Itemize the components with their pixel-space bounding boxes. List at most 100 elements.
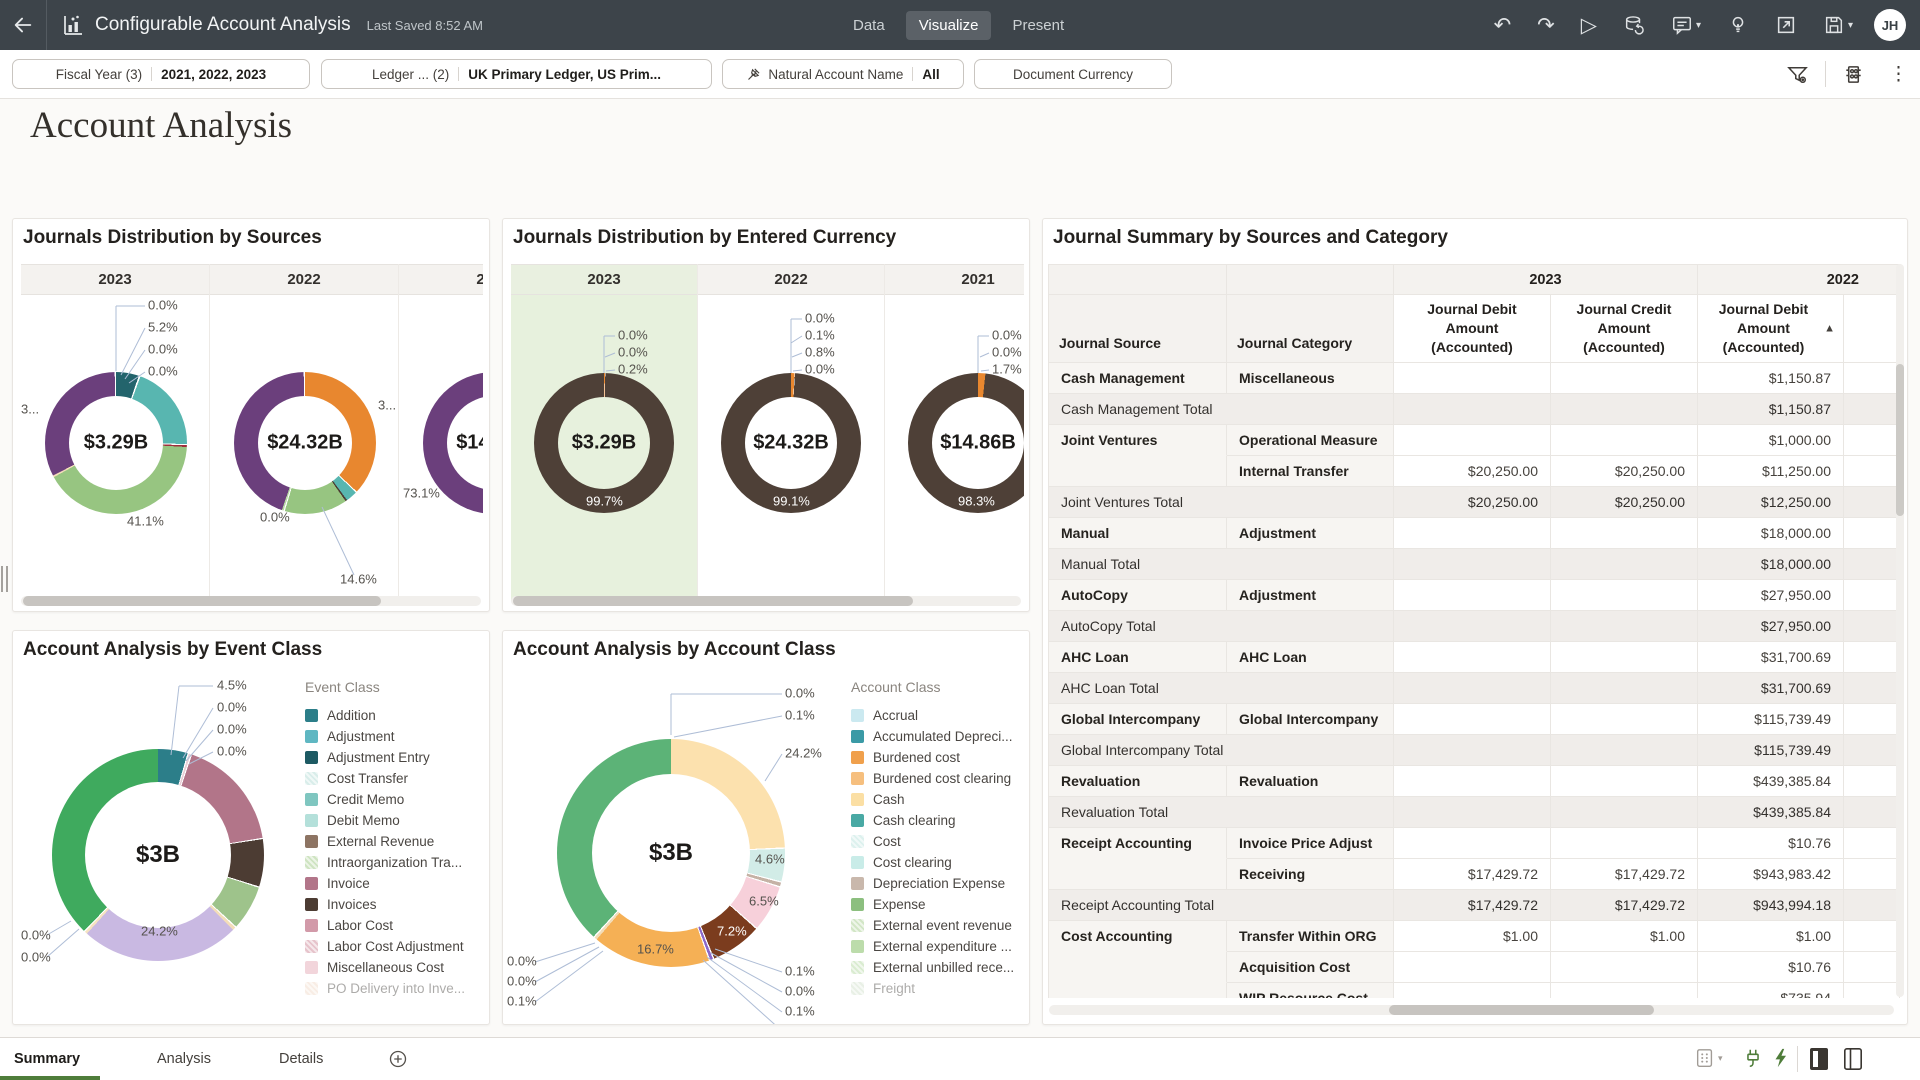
year-header[interactable]: 2023: [511, 264, 697, 295]
scrollbar-thumb[interactable]: [1389, 1005, 1654, 1015]
undo-button[interactable]: ↶: [1493, 13, 1512, 37]
refresh-data-button[interactable]: [1623, 14, 1645, 36]
canvas-tab-details[interactable]: Details: [279, 1051, 324, 1067]
legend-item[interactable]: Credit Memo: [305, 789, 465, 810]
horizontal-scrollbar[interactable]: [511, 596, 1021, 606]
legend-item[interactable]: Intraorganization Tra...: [305, 852, 465, 873]
donut-ring[interactable]: [45, 372, 187, 514]
panel-resize-grip[interactable]: [1, 566, 9, 592]
more-options-kebab[interactable]: ⋮: [1889, 63, 1908, 85]
legend-item[interactable]: Cash: [851, 789, 1014, 810]
table-data-row[interactable]: Cost Accounting Transfer Within ORG $1.00 $…: [1049, 921, 1900, 952]
donut-ring[interactable]: [908, 373, 1024, 513]
table-total-row[interactable]: Cash Management Total $1,150.87: [1049, 394, 1900, 425]
donut-ring[interactable]: [234, 372, 376, 514]
canvas-tab-analysis[interactable]: Analysis: [157, 1051, 211, 1067]
grid-view-caret[interactable]: ▾: [1718, 1053, 1723, 1063]
year-header[interactable]: 2021: [399, 264, 483, 295]
column-header-journal-category[interactable]: Journal Category: [1227, 295, 1394, 363]
legend-item[interactable]: Burdened cost: [851, 747, 1014, 768]
table-data-row[interactable]: Manual Adjustment $18,000.00: [1049, 518, 1900, 549]
legend-item[interactable]: Cost Transfer: [305, 768, 465, 789]
donut-ring[interactable]: [721, 373, 861, 513]
legend-item[interactable]: Invoices: [305, 894, 465, 915]
column-header-debit-2023[interactable]: Journal Debit Amount (Accounted): [1394, 295, 1551, 363]
filter-chip-ledger[interactable]: Ledger ... (2) UK Primary Ledger, US Pri…: [321, 59, 712, 89]
legend-item[interactable]: Freight: [851, 978, 1014, 999]
donut-ring[interactable]: [557, 739, 785, 967]
year-header[interactable]: 2023: [21, 264, 209, 295]
legend-item[interactable]: Addition: [305, 705, 465, 726]
legend-item[interactable]: Adjustment: [305, 726, 465, 747]
filter-chip-fiscal-year[interactable]: Fiscal Year (3) 2021, 2022, 2023: [12, 59, 310, 89]
sort-ascending-icon[interactable]: ▲: [1824, 322, 1835, 335]
legend-item[interactable]: Cost: [851, 831, 1014, 852]
table-total-row[interactable]: Receipt Accounting Total $17,429.72 $17,42…: [1049, 890, 1900, 921]
legend-item[interactable]: External unbilled rece...: [851, 957, 1014, 978]
horizontal-scrollbar[interactable]: [1049, 1005, 1894, 1015]
data-connection-icon[interactable]: [1742, 1047, 1764, 1069]
group-header-2022[interactable]: 2022: [1698, 265, 1900, 295]
table-data-row[interactable]: WIP Resource Cost $735.94: [1049, 983, 1900, 998]
table-data-row[interactable]: AutoCopy Adjustment $27,950.00: [1049, 580, 1900, 611]
layout-panel-right-icon[interactable]: [1842, 1047, 1864, 1071]
legend-item[interactable]: Cash clearing: [851, 810, 1014, 831]
user-avatar[interactable]: JH: [1874, 9, 1906, 41]
canvas-tab-summary[interactable]: Summary: [14, 1051, 81, 1067]
data-controls-icon[interactable]: [1842, 63, 1865, 86]
save-button[interactable]: ▾: [1823, 14, 1853, 36]
legend-item[interactable]: External expenditure ...: [851, 936, 1014, 957]
table-data-row[interactable]: Global Intercompany Global Intercompany $1…: [1049, 704, 1900, 735]
vertical-scrollbar[interactable]: [1896, 264, 1904, 997]
horizontal-scrollbar[interactable]: [21, 596, 481, 606]
comments-button[interactable]: ▾: [1671, 14, 1701, 36]
redo-button[interactable]: ↷: [1537, 13, 1555, 37]
grid-view-icon[interactable]: ▾: [1694, 1047, 1723, 1069]
tab-present[interactable]: Present: [1012, 16, 1065, 34]
comments-dropdown-caret[interactable]: ▾: [1695, 19, 1701, 31]
table-total-row[interactable]: AutoCopy Total $27,950.00: [1049, 611, 1900, 642]
scrollbar-thumb[interactable]: [23, 596, 381, 606]
legend-item[interactable]: External event revenue: [851, 915, 1014, 936]
table-data-row[interactable]: Cash Management Miscellaneous $1,150.87: [1049, 363, 1900, 394]
column-header-debit-2022-sorted[interactable]: Journal Debit Amount (Accounted) ▲: [1698, 295, 1844, 363]
donut-ring[interactable]: [52, 749, 264, 961]
legend-item[interactable]: Miscellaneous Cost: [305, 957, 465, 978]
legend-item[interactable]: Cost clearing: [851, 852, 1014, 873]
table-total-row[interactable]: Global Intercompany Total $115,739.49: [1049, 735, 1900, 766]
table-data-row[interactable]: Receiving $17,429.72 $17,429.72 $943,983.42: [1049, 859, 1900, 890]
table-data-row[interactable]: Joint Ventures Operational Measure $1,000.…: [1049, 425, 1900, 456]
scrollbar-thumb[interactable]: [513, 596, 913, 606]
export-button[interactable]: [1775, 14, 1797, 36]
legend-item[interactable]: Labor Cost Adjustment: [305, 936, 465, 957]
back-button[interactable]: [0, 0, 46, 50]
save-dropdown-caret[interactable]: ▾: [1847, 19, 1853, 31]
donut-ring[interactable]: [534, 373, 674, 513]
legend-item[interactable]: Labor Cost: [305, 915, 465, 936]
table-data-row[interactable]: AHC Loan AHC Loan $31,700.69: [1049, 642, 1900, 673]
legend-item[interactable]: Debit Memo: [305, 810, 465, 831]
table-total-row[interactable]: AHC Loan Total $31,700.69: [1049, 673, 1900, 704]
legend-item[interactable]: Accumulated Depreci...: [851, 726, 1014, 747]
filter-settings-icon[interactable]: [1786, 63, 1809, 86]
add-canvas-button[interactable]: [388, 1049, 408, 1069]
insights-button[interactable]: [1727, 14, 1749, 36]
legend-item[interactable]: Expense: [851, 894, 1014, 915]
legend-item[interactable]: Invoice: [305, 873, 465, 894]
layout-panel-left-icon[interactable]: [1808, 1047, 1830, 1071]
table-data-row[interactable]: Acquisition Cost $10.76: [1049, 952, 1900, 983]
table-total-row[interactable]: Joint Ventures Total $20,250.00 $20,250.00…: [1049, 487, 1900, 518]
preview-button[interactable]: ▷: [1580, 13, 1597, 37]
filter-chip-natural-account[interactable]: Natural Account Name All: [722, 59, 964, 89]
legend-item[interactable]: PO Delivery into Inve...: [305, 978, 465, 999]
tab-data[interactable]: Data: [853, 16, 885, 34]
table-total-row[interactable]: Manual Total $18,000.00: [1049, 549, 1900, 580]
year-header[interactable]: 2022: [210, 264, 398, 295]
tab-visualize[interactable]: Visualize: [905, 10, 992, 40]
auto-insights-bolt-icon[interactable]: [1770, 1047, 1792, 1069]
legend-item[interactable]: External Revenue: [305, 831, 465, 852]
group-header-2023[interactable]: 2023: [1394, 265, 1698, 295]
table-data-row[interactable]: Revaluation Revaluation $439,385.84: [1049, 766, 1900, 797]
table-data-row[interactable]: Receipt Accounting Invoice Price Adjust $1…: [1049, 828, 1900, 859]
year-header[interactable]: 2022: [698, 264, 884, 295]
